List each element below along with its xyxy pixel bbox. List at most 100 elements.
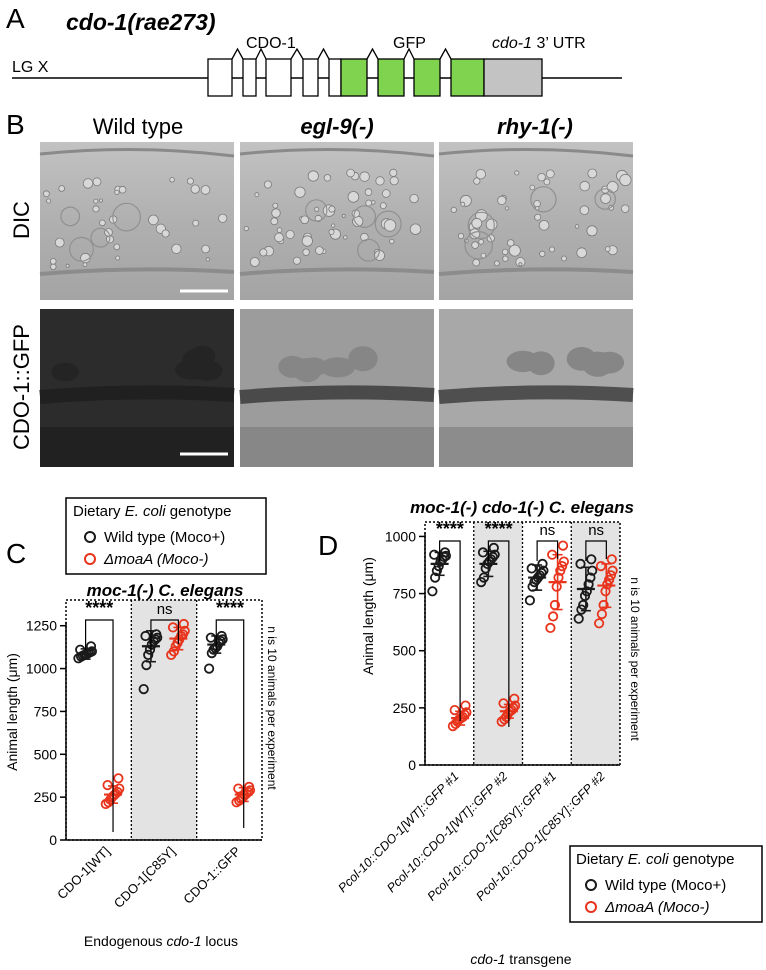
exon-1: [207, 58, 233, 97]
dic-granule: [263, 180, 272, 189]
dic-nucleus: [112, 202, 141, 232]
dic-granule: [115, 255, 121, 261]
dic-granule: [472, 258, 481, 267]
chart-d-note: n is 10 animals per experiment: [628, 577, 642, 741]
dic-granule: [99, 219, 106, 227]
data-point: [178, 618, 189, 630]
chart-d-ylabel: Animal length (μm): [360, 557, 376, 675]
significance-label: ****: [216, 598, 244, 618]
data-point: [477, 547, 489, 558]
data-point: [113, 773, 124, 784]
dic-granule: [460, 201, 466, 207]
gfp-nucleus: [348, 346, 378, 372]
lg-x-label: LG X: [12, 59, 49, 76]
data-point: [558, 556, 570, 567]
legend-d-wt-label: Wild type (Moco+): [605, 877, 726, 894]
exon-6: [340, 58, 368, 97]
y-tick-label: 1250: [26, 618, 57, 634]
data-point: [102, 779, 113, 791]
dic-granule: [43, 190, 50, 198]
dic-granule: [514, 170, 520, 176]
dic-granule: [389, 176, 399, 186]
dic-background: [40, 142, 234, 300]
exon-10: [483, 58, 543, 97]
dic-granule: [58, 185, 65, 192]
chart-c-xlabel: Endogenous cdo-1 locus: [84, 933, 238, 949]
dic-granule: [537, 172, 546, 182]
dic-granule: [46, 198, 52, 204]
data-point: [598, 599, 609, 611]
data-point: [537, 558, 548, 570]
dic-granule: [621, 204, 630, 213]
dic-granule: [82, 262, 88, 267]
data-point: [581, 586, 592, 597]
dic-granule: [328, 205, 336, 213]
dic-granule: [98, 198, 103, 203]
data-point: [557, 540, 569, 551]
dic-granule: [294, 186, 306, 198]
data-point: [449, 704, 460, 716]
chart-c: 0 250 500 750 1000 1250 **** CDO-1[WT] ns CDO-1[C…: [26, 598, 263, 911]
data-point: [578, 599, 589, 611]
dic-granule: [272, 202, 279, 209]
dic-granule: [587, 168, 598, 179]
data-point: [85, 641, 97, 652]
gfp-nucleus: [189, 345, 216, 367]
dic-granule: [323, 174, 332, 182]
dic-granule: [409, 223, 422, 235]
dic-cuticle-line: [438, 147, 634, 158]
dic-nucleus: [464, 231, 493, 260]
dic-granule: [579, 205, 590, 216]
dic-nucleus: [60, 206, 81, 227]
dic-granule: [365, 199, 373, 207]
dic-granule: [328, 228, 335, 235]
legend-d-box: [569, 845, 763, 923]
legend-c-moaA-marker: [84, 553, 96, 565]
dic-granule: [300, 215, 310, 225]
exon-2: [242, 58, 257, 97]
significance-bracket: [84, 619, 114, 832]
dic-granule: [574, 224, 580, 229]
chart-c-title: moc-1(-) C. elegans: [87, 581, 244, 600]
y-tick-label: 0: [49, 832, 57, 848]
dic-granule: [249, 257, 260, 267]
legend-d-moaA-label: ΔmoaA (Moco-): [604, 899, 710, 916]
chart-c-ylabel: Animal length (μm): [4, 653, 20, 771]
dic-nucleus: [68, 236, 94, 262]
gfp-nucleus: [594, 351, 625, 374]
y-tick-label: 500: [393, 643, 417, 659]
data-point: [233, 783, 244, 794]
data-point: [461, 707, 472, 718]
dic-granule: [450, 206, 457, 213]
dic-granule: [171, 243, 182, 254]
significance-bracket: [150, 619, 179, 650]
dic-granule: [375, 176, 385, 186]
xlabel-part: locus: [201, 933, 238, 949]
panel-d: D moc-1(-) cdo-1(-) C. elegans Animal le…: [318, 498, 763, 967]
row-label-cdo-gfp: CDO-1::GFP: [9, 324, 34, 450]
dic-granule: [606, 181, 619, 193]
y-tick-label: 750: [34, 703, 58, 719]
panel-c: C Dietary E. coli genotype Wild type (Mo…: [4, 497, 279, 949]
dic-granule: [515, 257, 526, 268]
dic-granule: [49, 258, 57, 265]
data-point: [168, 646, 179, 657]
dic-granule: [501, 248, 509, 256]
legend-d-title: Dietary E. coli genotype: [576, 851, 734, 868]
dic-background: [439, 142, 633, 300]
dic-granule: [475, 168, 487, 180]
y-tick-label: 1000: [385, 528, 416, 544]
data-point: [573, 613, 584, 624]
significance-label: ns: [157, 601, 173, 618]
dic-granule: [315, 246, 324, 255]
dic-granule: [534, 213, 542, 221]
data-point: [602, 579, 613, 590]
dic-granule: [341, 213, 346, 218]
dic-granule: [192, 219, 200, 227]
panel-a: A cdo-1(rae273) LG X CDO-1 GFP cdo-1 3’ …: [6, 3, 622, 97]
data-point: [143, 649, 154, 661]
data-point: [429, 549, 440, 560]
data-point: [86, 646, 98, 657]
legend-c-box: [65, 497, 267, 575]
dic-granule: [493, 260, 500, 267]
